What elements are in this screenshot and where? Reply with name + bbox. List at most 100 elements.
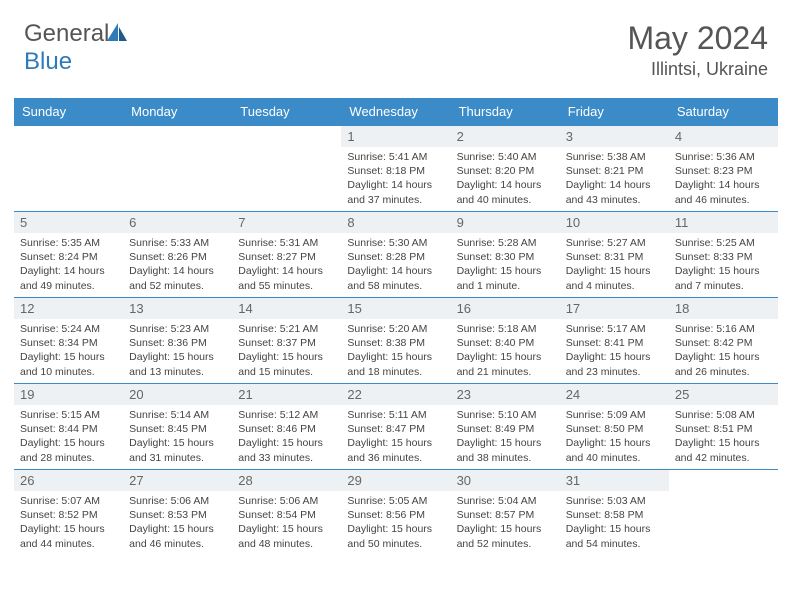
calendar-cell: 28Sunrise: 5:06 AMSunset: 8:54 PMDayligh… bbox=[232, 470, 341, 556]
calendar-cell: 11Sunrise: 5:25 AMSunset: 8:33 PMDayligh… bbox=[669, 212, 778, 298]
day-number: 12 bbox=[14, 298, 123, 319]
day-number: 26 bbox=[14, 470, 123, 491]
day-info: Sunrise: 5:40 AMSunset: 8:20 PMDaylight:… bbox=[451, 147, 560, 211]
day-number: 8 bbox=[341, 212, 450, 233]
day-number: 14 bbox=[232, 298, 341, 319]
weekday-header: Monday bbox=[123, 98, 232, 126]
day-number: 29 bbox=[341, 470, 450, 491]
weekday-header-row: SundayMondayTuesdayWednesdayThursdayFrid… bbox=[14, 98, 778, 126]
logo-text-gray: General bbox=[24, 20, 109, 47]
day-info: Sunrise: 5:08 AMSunset: 8:51 PMDaylight:… bbox=[669, 405, 778, 469]
calendar-cell: 25Sunrise: 5:08 AMSunset: 8:51 PMDayligh… bbox=[669, 384, 778, 470]
day-number: 16 bbox=[451, 298, 560, 319]
day-info: Sunrise: 5:36 AMSunset: 8:23 PMDaylight:… bbox=[669, 147, 778, 211]
calendar-cell: 31Sunrise: 5:03 AMSunset: 8:58 PMDayligh… bbox=[560, 470, 669, 556]
day-info: Sunrise: 5:21 AMSunset: 8:37 PMDaylight:… bbox=[232, 319, 341, 383]
day-info: Sunrise: 5:24 AMSunset: 8:34 PMDaylight:… bbox=[14, 319, 123, 383]
day-number: 24 bbox=[560, 384, 669, 405]
calendar-cell: 26Sunrise: 5:07 AMSunset: 8:52 PMDayligh… bbox=[14, 470, 123, 556]
calendar-cell-empty bbox=[669, 470, 778, 556]
logo-text-blue: Blue bbox=[24, 48, 72, 75]
calendar-row: 1Sunrise: 5:41 AMSunset: 8:18 PMDaylight… bbox=[14, 126, 778, 212]
calendar-cell: 17Sunrise: 5:17 AMSunset: 8:41 PMDayligh… bbox=[560, 298, 669, 384]
day-info: Sunrise: 5:10 AMSunset: 8:49 PMDaylight:… bbox=[451, 405, 560, 469]
day-number: 5 bbox=[14, 212, 123, 233]
day-info: Sunrise: 5:25 AMSunset: 8:33 PMDaylight:… bbox=[669, 233, 778, 297]
day-info: Sunrise: 5:12 AMSunset: 8:46 PMDaylight:… bbox=[232, 405, 341, 469]
weekday-header: Saturday bbox=[669, 98, 778, 126]
day-number: 18 bbox=[669, 298, 778, 319]
day-number: 1 bbox=[341, 126, 450, 147]
calendar-cell: 30Sunrise: 5:04 AMSunset: 8:57 PMDayligh… bbox=[451, 470, 560, 556]
day-info: Sunrise: 5:18 AMSunset: 8:40 PMDaylight:… bbox=[451, 319, 560, 383]
day-number: 20 bbox=[123, 384, 232, 405]
day-info: Sunrise: 5:16 AMSunset: 8:42 PMDaylight:… bbox=[669, 319, 778, 383]
calendar-cell: 27Sunrise: 5:06 AMSunset: 8:53 PMDayligh… bbox=[123, 470, 232, 556]
day-number: 27 bbox=[123, 470, 232, 491]
day-info: Sunrise: 5:14 AMSunset: 8:45 PMDaylight:… bbox=[123, 405, 232, 469]
day-info: Sunrise: 5:35 AMSunset: 8:24 PMDaylight:… bbox=[14, 233, 123, 297]
calendar-cell: 12Sunrise: 5:24 AMSunset: 8:34 PMDayligh… bbox=[14, 298, 123, 384]
day-number: 13 bbox=[123, 298, 232, 319]
day-info: Sunrise: 5:23 AMSunset: 8:36 PMDaylight:… bbox=[123, 319, 232, 383]
calendar-cell-empty bbox=[123, 126, 232, 212]
calendar-row: 26Sunrise: 5:07 AMSunset: 8:52 PMDayligh… bbox=[14, 470, 778, 556]
day-info: Sunrise: 5:33 AMSunset: 8:26 PMDaylight:… bbox=[123, 233, 232, 297]
day-number: 23 bbox=[451, 384, 560, 405]
calendar-cell: 13Sunrise: 5:23 AMSunset: 8:36 PMDayligh… bbox=[123, 298, 232, 384]
calendar-cell: 24Sunrise: 5:09 AMSunset: 8:50 PMDayligh… bbox=[560, 384, 669, 470]
day-number: 15 bbox=[341, 298, 450, 319]
calendar-cell: 14Sunrise: 5:21 AMSunset: 8:37 PMDayligh… bbox=[232, 298, 341, 384]
day-info: Sunrise: 5:07 AMSunset: 8:52 PMDaylight:… bbox=[14, 491, 123, 555]
weekday-header: Sunday bbox=[14, 98, 123, 126]
day-info: Sunrise: 5:04 AMSunset: 8:57 PMDaylight:… bbox=[451, 491, 560, 555]
day-info: Sunrise: 5:05 AMSunset: 8:56 PMDaylight:… bbox=[341, 491, 450, 555]
calendar-cell: 21Sunrise: 5:12 AMSunset: 8:46 PMDayligh… bbox=[232, 384, 341, 470]
calendar-cell: 15Sunrise: 5:20 AMSunset: 8:38 PMDayligh… bbox=[341, 298, 450, 384]
calendar-row: 5Sunrise: 5:35 AMSunset: 8:24 PMDaylight… bbox=[14, 212, 778, 298]
weekday-header: Thursday bbox=[451, 98, 560, 126]
weekday-header: Tuesday bbox=[232, 98, 341, 126]
calendar-cell: 29Sunrise: 5:05 AMSunset: 8:56 PMDayligh… bbox=[341, 470, 450, 556]
calendar-table: SundayMondayTuesdayWednesdayThursdayFrid… bbox=[14, 98, 778, 556]
logo-sail-icon bbox=[107, 20, 129, 48]
calendar-cell: 8Sunrise: 5:30 AMSunset: 8:28 PMDaylight… bbox=[341, 212, 450, 298]
calendar-cell: 19Sunrise: 5:15 AMSunset: 8:44 PMDayligh… bbox=[14, 384, 123, 470]
calendar-row: 19Sunrise: 5:15 AMSunset: 8:44 PMDayligh… bbox=[14, 384, 778, 470]
calendar-cell-empty bbox=[14, 126, 123, 212]
day-info: Sunrise: 5:15 AMSunset: 8:44 PMDaylight:… bbox=[14, 405, 123, 469]
logo: GeneralBlue bbox=[24, 20, 129, 76]
day-number: 19 bbox=[14, 384, 123, 405]
calendar-cell: 18Sunrise: 5:16 AMSunset: 8:42 PMDayligh… bbox=[669, 298, 778, 384]
page-title: May 2024 bbox=[627, 20, 768, 57]
day-info: Sunrise: 5:28 AMSunset: 8:30 PMDaylight:… bbox=[451, 233, 560, 297]
day-info: Sunrise: 5:31 AMSunset: 8:27 PMDaylight:… bbox=[232, 233, 341, 297]
calendar-body: 1Sunrise: 5:41 AMSunset: 8:18 PMDaylight… bbox=[14, 126, 778, 556]
day-number: 30 bbox=[451, 470, 560, 491]
calendar-cell: 2Sunrise: 5:40 AMSunset: 8:20 PMDaylight… bbox=[451, 126, 560, 212]
calendar-cell: 4Sunrise: 5:36 AMSunset: 8:23 PMDaylight… bbox=[669, 126, 778, 212]
day-info: Sunrise: 5:20 AMSunset: 8:38 PMDaylight:… bbox=[341, 319, 450, 383]
day-number: 6 bbox=[123, 212, 232, 233]
day-info: Sunrise: 5:11 AMSunset: 8:47 PMDaylight:… bbox=[341, 405, 450, 469]
day-info: Sunrise: 5:03 AMSunset: 8:58 PMDaylight:… bbox=[560, 491, 669, 555]
day-info: Sunrise: 5:38 AMSunset: 8:21 PMDaylight:… bbox=[560, 147, 669, 211]
day-number: 9 bbox=[451, 212, 560, 233]
calendar-cell: 7Sunrise: 5:31 AMSunset: 8:27 PMDaylight… bbox=[232, 212, 341, 298]
day-number: 17 bbox=[560, 298, 669, 319]
calendar-cell: 9Sunrise: 5:28 AMSunset: 8:30 PMDaylight… bbox=[451, 212, 560, 298]
day-number: 3 bbox=[560, 126, 669, 147]
day-number: 21 bbox=[232, 384, 341, 405]
day-number: 28 bbox=[232, 470, 341, 491]
day-info: Sunrise: 5:30 AMSunset: 8:28 PMDaylight:… bbox=[341, 233, 450, 297]
day-number: 22 bbox=[341, 384, 450, 405]
day-number: 31 bbox=[560, 470, 669, 491]
day-number: 10 bbox=[560, 212, 669, 233]
location-label: Illintsi, Ukraine bbox=[627, 59, 768, 80]
calendar-cell-empty bbox=[232, 126, 341, 212]
logo-text: GeneralBlue bbox=[24, 20, 129, 76]
day-info: Sunrise: 5:17 AMSunset: 8:41 PMDaylight:… bbox=[560, 319, 669, 383]
calendar-cell: 22Sunrise: 5:11 AMSunset: 8:47 PMDayligh… bbox=[341, 384, 450, 470]
title-block: May 2024 Illintsi, Ukraine bbox=[627, 20, 768, 80]
header: GeneralBlue May 2024 Illintsi, Ukraine bbox=[0, 0, 792, 90]
